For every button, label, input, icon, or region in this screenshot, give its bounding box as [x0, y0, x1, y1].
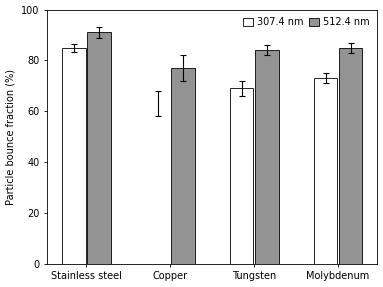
Bar [171, 68, 195, 264]
Legend: 307.4 nm, 512.4 nm: 307.4 nm, 512.4 nm [241, 14, 373, 30]
Bar [255, 50, 278, 264]
Y-axis label: Particle bounce fraction (%): Particle bounce fraction (%) [6, 69, 16, 205]
Bar [339, 48, 362, 264]
Bar [314, 78, 337, 264]
Bar [62, 48, 86, 264]
Bar [230, 88, 254, 264]
Bar [87, 32, 111, 264]
